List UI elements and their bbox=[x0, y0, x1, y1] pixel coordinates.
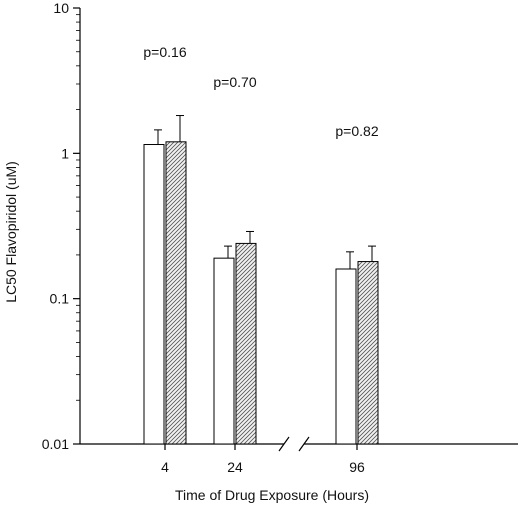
plot-area: 0.01 0.1 1 10 4 p=0.16 24 p=0.70 96 p=0.82 bbox=[42, 0, 518, 475]
axis-break-mark bbox=[298, 436, 310, 452]
p-value-annotation: p=0.82 bbox=[335, 123, 378, 139]
x-axis-label: Time of Drug Exposure (Hours) bbox=[175, 487, 369, 503]
y-tick-label: 10 bbox=[53, 0, 69, 16]
bar-hatched bbox=[165, 141, 187, 445]
p-value-annotation: p=0.16 bbox=[143, 44, 186, 60]
y-axis-label: LC50 Flavopiridol (uM) bbox=[3, 161, 19, 303]
y-tick-label: 0.01 bbox=[42, 436, 69, 452]
bar-open bbox=[335, 268, 357, 445]
y-tick-label: 0.1 bbox=[50, 291, 70, 307]
bar-hatched bbox=[235, 242, 257, 445]
bar-hatched bbox=[357, 261, 379, 445]
x-tick-label: 96 bbox=[349, 459, 365, 475]
x-tick-label: 24 bbox=[227, 459, 243, 475]
bar-open bbox=[213, 257, 235, 445]
x-tick-label: 4 bbox=[161, 459, 169, 475]
axis-break-mark bbox=[278, 436, 290, 452]
p-value-annotation: p=0.70 bbox=[213, 74, 256, 90]
y-tick-label: 1 bbox=[61, 145, 69, 161]
bar-open bbox=[143, 144, 165, 445]
